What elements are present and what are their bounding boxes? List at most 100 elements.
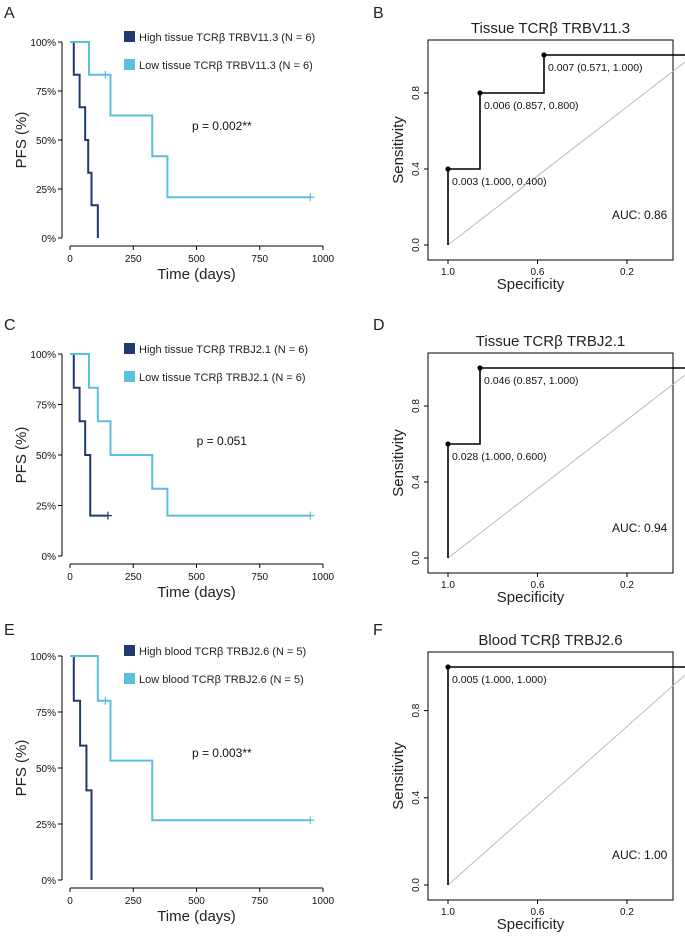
x-tick-label: 0.2: [620, 267, 634, 278]
km-curve-low: [70, 41, 311, 199]
threshold-point: [477, 365, 483, 371]
roc-curve: [447, 367, 685, 558]
censor-mark: [101, 696, 110, 705]
x-axis-label: Time (days): [157, 908, 236, 925]
x-tick-label: 0: [67, 572, 73, 583]
legend-swatch: [124, 645, 135, 656]
x-tick-label: 750: [251, 572, 268, 583]
y-tick-label: 100%: [30, 38, 56, 49]
threshold-label: 0.003 (1.000, 0.400): [452, 176, 547, 188]
legend-swatch: [124, 31, 135, 42]
x-tick-label: 0: [67, 254, 73, 265]
x-tick-label: 750: [251, 896, 268, 907]
p-value-label: p = 0.002**: [192, 119, 252, 133]
auc-label: AUC: 0.94: [612, 521, 668, 535]
roc-plot-F: Blood TCRβ TRBJ2.6 0.0 0.4 0.8 1.0 0.6 0.2 Spec…: [390, 632, 685, 933]
censor-mark: [306, 816, 315, 825]
x-axis-label: Time (days): [157, 266, 236, 283]
legend-swatch: [124, 673, 135, 684]
y-axis-label: Sensitivity: [390, 742, 407, 810]
panel-letter-C: C: [4, 317, 16, 334]
p-value-label: p = 0.051: [197, 434, 248, 448]
threshold-point: [445, 664, 451, 670]
y-tick-label: 100%: [30, 350, 56, 361]
chance-diagonal: [447, 374, 685, 559]
panel-letter-D: D: [373, 317, 385, 334]
plot-frame: [427, 39, 674, 261]
y-tick-label: 0.0: [411, 878, 422, 892]
legend-label: High blood TCRβ TRBJ2.6 (N = 5): [139, 646, 306, 658]
y-axis-label: Sensitivity: [390, 116, 407, 184]
x-tick-label: 0: [67, 896, 73, 907]
x-tick-label: 1.0: [441, 267, 455, 278]
km-plot-[object Object]: 0% 25% 50% 75% 100% 0 250 500 750 1000 Time (days)…: [13, 343, 335, 601]
y-tick-label: 75%: [36, 708, 56, 719]
y-tick-label: 0%: [42, 552, 57, 563]
x-tick-label: 1.0: [441, 907, 455, 918]
censor-mark: [103, 511, 112, 520]
x-axis-label: Specificity: [497, 589, 565, 606]
x-axis-label: Specificity: [497, 916, 565, 933]
panel-letter-A: A: [4, 5, 15, 22]
y-tick-label: 75%: [36, 401, 56, 412]
roc-plot-D: Tissue TCRβ TRBJ2.1 0.0 0.4 0.8 1.0 0.6 0.2 Spe…: [390, 333, 685, 606]
y-axis-label: PFS (%): [13, 112, 30, 169]
threshold-label: 0.007 (0.571, 1.000): [548, 62, 643, 74]
threshold-label: 0.006 (0.857, 0.800): [484, 100, 579, 112]
chart-title: Tissue TCRβ TRBV11.3: [471, 20, 630, 37]
p-value-label: p = 0.003**: [192, 746, 252, 760]
y-tick-label: 75%: [36, 87, 56, 98]
threshold-point: [477, 90, 483, 96]
legend-swatch: [124, 371, 135, 382]
legend-label: Low blood TCRβ TRBJ2.6 (N = 5): [139, 674, 304, 686]
x-tick-label: 1000: [312, 254, 335, 265]
y-axis-label: PFS (%): [13, 740, 30, 797]
y-tick-label: 50%: [36, 764, 56, 775]
y-axis-label: PFS (%): [13, 427, 30, 484]
panel-letter-F: F: [373, 622, 383, 639]
y-tick-label: 0.4: [411, 162, 422, 176]
y-tick-label: 50%: [36, 136, 56, 147]
threshold-point: [445, 166, 451, 172]
y-tick-label: 0%: [42, 876, 57, 887]
km-plot-[object Object]: 0% 25% 50% 75% 100% 0 250 500 750 1000 Time (days)…: [13, 645, 335, 925]
km-curve-high: [70, 353, 108, 517]
x-tick-label: 1000: [312, 896, 335, 907]
y-tick-label: 25%: [36, 820, 56, 831]
y-tick-label: 25%: [36, 185, 56, 196]
y-tick-label: 0.4: [411, 790, 422, 804]
auc-label: AUC: 1.00: [612, 848, 668, 862]
y-tick-label: 0.0: [411, 238, 422, 252]
x-axis-label: Time (days): [157, 584, 236, 601]
legend-label: High tissue TCRβ TRBV11.3 (N = 6): [139, 32, 315, 44]
legend-label: Low tissue TCRβ TRBV11.3 (N = 6): [139, 60, 313, 72]
x-axis-label: Specificity: [497, 276, 565, 293]
censor-mark: [306, 193, 315, 202]
x-tick-label: 250: [125, 254, 142, 265]
y-tick-label: 0.4: [411, 475, 422, 489]
plot-frame: [427, 651, 674, 901]
panel-letter-B: B: [373, 5, 384, 22]
x-tick-label: 750: [251, 254, 268, 265]
y-axis-label: Sensitivity: [390, 429, 407, 497]
threshold-label: 0.028 (1.000, 0.600): [452, 451, 547, 463]
panel-letter-E: E: [4, 622, 15, 639]
y-tick-label: 0%: [42, 234, 57, 245]
threshold-label: 0.005 (1.000, 1.000): [452, 674, 547, 686]
threshold-label: 0.046 (0.857, 1.000): [484, 375, 579, 387]
auc-label: AUC: 0.86: [612, 208, 668, 222]
km-curve-low: [70, 353, 311, 517]
censor-mark: [101, 70, 110, 79]
threshold-point: [541, 52, 547, 58]
roc-plot-B: Tissue TCRβ TRBV11.3 0.0 0.4 0.8 1.0 0.6 0.2 Sp…: [390, 20, 685, 293]
chance-diagonal: [447, 61, 685, 246]
x-tick-label: 1.0: [441, 580, 455, 591]
censor-mark: [306, 511, 315, 520]
y-tick-label: 100%: [30, 652, 56, 663]
legend-swatch: [124, 59, 135, 70]
legend-label: High tissue TCRβ TRBJ2.1 (N = 6): [139, 344, 308, 356]
km-curve-high: [70, 41, 99, 238]
km-plot-[object Object]: 0% 25% 50% 75% 100% 0 250 500 750 1000 Time (days)…: [13, 31, 335, 283]
x-tick-label: 0.6: [531, 267, 545, 278]
